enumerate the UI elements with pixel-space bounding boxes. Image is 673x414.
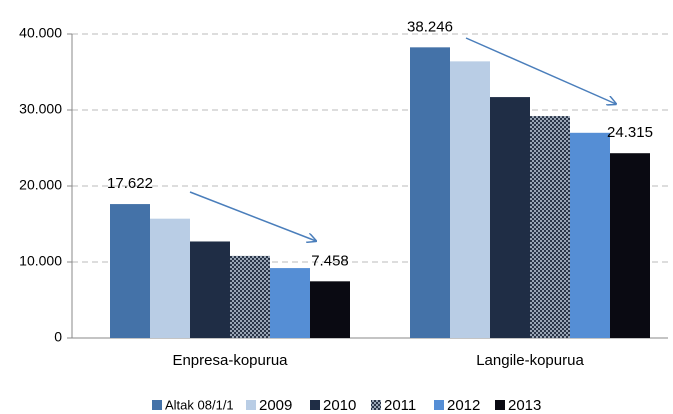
y-tick-label: 30.000: [19, 101, 62, 117]
legend-swatch: [310, 400, 320, 410]
trend-arrow: [189, 191, 316, 241]
bar: [570, 132, 610, 338]
trend-arrow: [465, 37, 616, 104]
legend-swatch: [434, 400, 444, 410]
legend-label: 2012: [447, 397, 480, 414]
data-label: 38.246: [407, 18, 453, 35]
bar: [410, 47, 450, 339]
x-tick-label: Enpresa-kopurua: [172, 352, 288, 369]
bar: [490, 97, 530, 338]
legend-label: 2009: [259, 397, 292, 414]
bar: [110, 204, 150, 338]
y-tick-label: 20.000: [19, 177, 62, 193]
y-tick-label: 10.000: [19, 253, 62, 269]
legend-swatch: [495, 400, 505, 410]
legend-label: 2010: [323, 397, 356, 414]
legend-swatch: [152, 400, 162, 410]
legend-swatch: [246, 400, 256, 410]
bar: [270, 268, 310, 338]
bar: [530, 116, 570, 338]
data-label: 17.622: [107, 175, 153, 192]
legend-label: Altak 08/1/1: [165, 397, 234, 412]
data-label: 7.458: [311, 252, 349, 269]
x-tick-label: Langile-kopurua: [476, 352, 584, 369]
legend-swatch: [371, 400, 381, 410]
bar: [310, 281, 350, 338]
legend-label: 2011: [384, 397, 416, 414]
legend-label: 2013: [508, 397, 541, 414]
bar: [150, 218, 190, 338]
y-tick-label: 0: [54, 329, 62, 345]
bar: [230, 255, 270, 338]
y-tick-label: 40.000: [19, 25, 62, 41]
bar: [190, 241, 230, 338]
bar: [450, 61, 490, 339]
data-label: 24.315: [607, 124, 653, 141]
bar: [610, 153, 650, 338]
